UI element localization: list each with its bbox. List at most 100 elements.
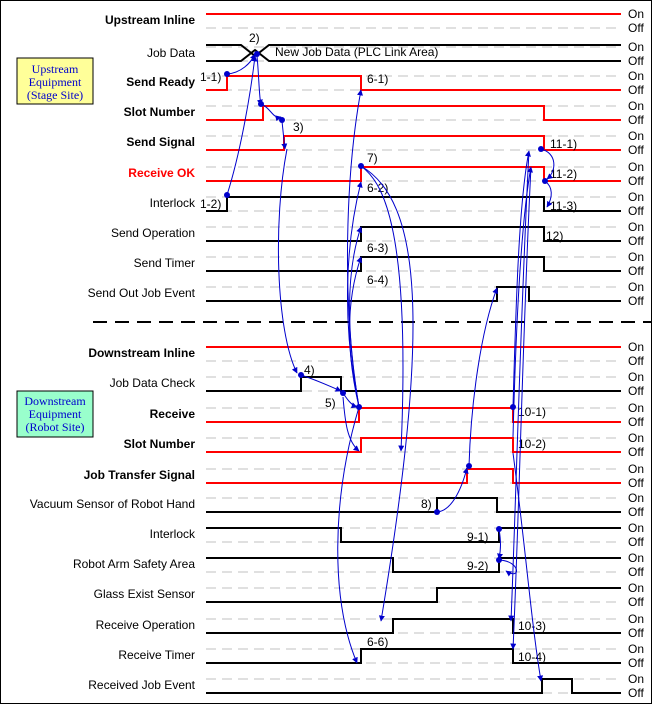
on-level-label: On: [628, 280, 644, 294]
on-level-label: On: [628, 40, 644, 54]
arrow-7-to-recv: [360, 165, 414, 622]
signal-label: Received Job Event: [88, 678, 195, 692]
signal-waveform: [206, 407, 621, 423]
signal-waveform: [206, 196, 621, 212]
off-level-label: Off: [628, 83, 644, 97]
step-9-1: 9-1): [467, 530, 488, 544]
arrow-recv-to-6-3: [349, 226, 363, 408]
arrow-send-to-4: [277, 148, 298, 374]
signal-label: Slot Number: [124, 105, 196, 119]
step-10-3: 10-3): [518, 619, 546, 633]
downstream-box-line-3: (Robot Site): [26, 420, 85, 434]
signal-waveform: [206, 587, 621, 603]
arrow-8-to-job: [436, 467, 469, 513]
on-level-label: On: [628, 431, 644, 445]
signal-label: Receive Operation: [96, 618, 195, 632]
step-6-4: 6-4): [367, 273, 388, 287]
signal-waveform: [206, 437, 621, 453]
step-11-2: 11-2): [550, 167, 577, 181]
signal-label: Job Data: [147, 46, 195, 60]
on-level-label: On: [628, 401, 644, 415]
arrow-received-job: [512, 452, 544, 682]
step-11-1: 11-1): [550, 137, 577, 151]
off-level-label: Off: [628, 656, 644, 670]
signal-label: Downstream Inline: [88, 346, 195, 360]
downstream-box-line-1: Downstream: [24, 394, 86, 408]
upstream-equipment-box: Upstream Equipment (Stage Site): [16, 57, 94, 105]
off-level-label: Off: [628, 54, 644, 68]
step-11-3: 11-3): [550, 199, 577, 213]
arrow-job-to-sendout: [468, 287, 498, 467]
off-level-label: Off: [628, 174, 644, 188]
signal-label: Robot Arm Safety Area: [73, 557, 195, 571]
step-6-2: 6-2): [367, 181, 388, 195]
off-level-label: Off: [628, 505, 644, 519]
step-9-2: 9-2): [467, 559, 488, 573]
step-3: 3): [293, 120, 304, 134]
on-level-label: On: [628, 220, 644, 234]
signal-waveform: [206, 75, 621, 91]
signal-waveform: [206, 105, 621, 121]
signal-waveform: [206, 226, 621, 242]
signal-label: Job Data Check: [110, 376, 196, 390]
signal-waveform: [206, 135, 621, 151]
off-level-label: Off: [628, 21, 644, 35]
off-level-label: Off: [628, 626, 644, 640]
on-level-label: On: [628, 340, 644, 354]
on-level-label: On: [628, 69, 644, 83]
signal-label: Glass Exist Sensor: [94, 587, 195, 601]
step-6-1: 6-1): [367, 72, 388, 86]
off-level-label: Off: [628, 143, 644, 157]
on-level-label: On: [628, 581, 644, 595]
on-level-label: On: [628, 521, 644, 535]
causal-dots: [224, 51, 548, 563]
arrow-1-1-to-2: [226, 53, 256, 75]
signal-label: Interlock: [150, 196, 196, 210]
signal-label: Send Out Job Event: [88, 286, 196, 300]
off-level-label: Off: [628, 354, 644, 368]
step-1-1: 1-1): [200, 70, 221, 84]
step-10-4: 10-4): [518, 650, 546, 664]
signal-label: Interlock: [150, 527, 196, 541]
on-level-label: On: [628, 551, 644, 565]
arrow-1-2-to-2: [226, 55, 258, 196]
step-10-2: 10-2): [518, 437, 546, 451]
on-level-label: On: [628, 642, 644, 656]
arrow-3-to-send: [281, 120, 288, 150]
arrow-10-3: [508, 150, 530, 622]
signal-label: Receive: [150, 407, 196, 421]
upstream-box-line-1: Upstream: [32, 62, 79, 76]
signal-waveform: [206, 678, 621, 694]
step-5: 5): [325, 396, 336, 410]
step-8: 8): [421, 497, 432, 511]
signal-label: Send Timer: [134, 256, 195, 270]
step-2: 2): [249, 31, 260, 45]
signal-waveform: [206, 256, 621, 272]
on-level-label: On: [628, 99, 644, 113]
signal-waveform: [206, 527, 621, 543]
step-10-1: 10-1): [518, 405, 546, 419]
on-level-label: On: [628, 160, 644, 174]
on-level-label: On: [628, 462, 644, 476]
on-level-label: On: [628, 491, 644, 505]
upstream-box-line-3: (Stage Site): [27, 88, 83, 102]
off-level-label: Off: [628, 384, 644, 398]
off-level-label: Off: [628, 264, 644, 278]
on-level-label: On: [628, 250, 644, 264]
arrow-recv-to-6-4: [349, 256, 363, 408]
on-level-label: On: [628, 672, 644, 686]
upstream-box-line-2: Equipment: [29, 75, 82, 89]
arrow-4-to-5: [300, 374, 342, 392]
signal-label: Receive OK: [128, 166, 195, 180]
off-level-label: Off: [628, 565, 644, 579]
step-12: 12): [546, 229, 563, 243]
on-level-label: On: [628, 7, 644, 21]
signal-label: Send Ready: [126, 75, 195, 89]
arrow-2-to-slot: [256, 55, 263, 106]
arrow-11-1: [540, 148, 555, 180]
signal-waveform: [206, 557, 621, 573]
off-level-label: Off: [628, 686, 644, 700]
signal-waveform: [206, 618, 621, 634]
